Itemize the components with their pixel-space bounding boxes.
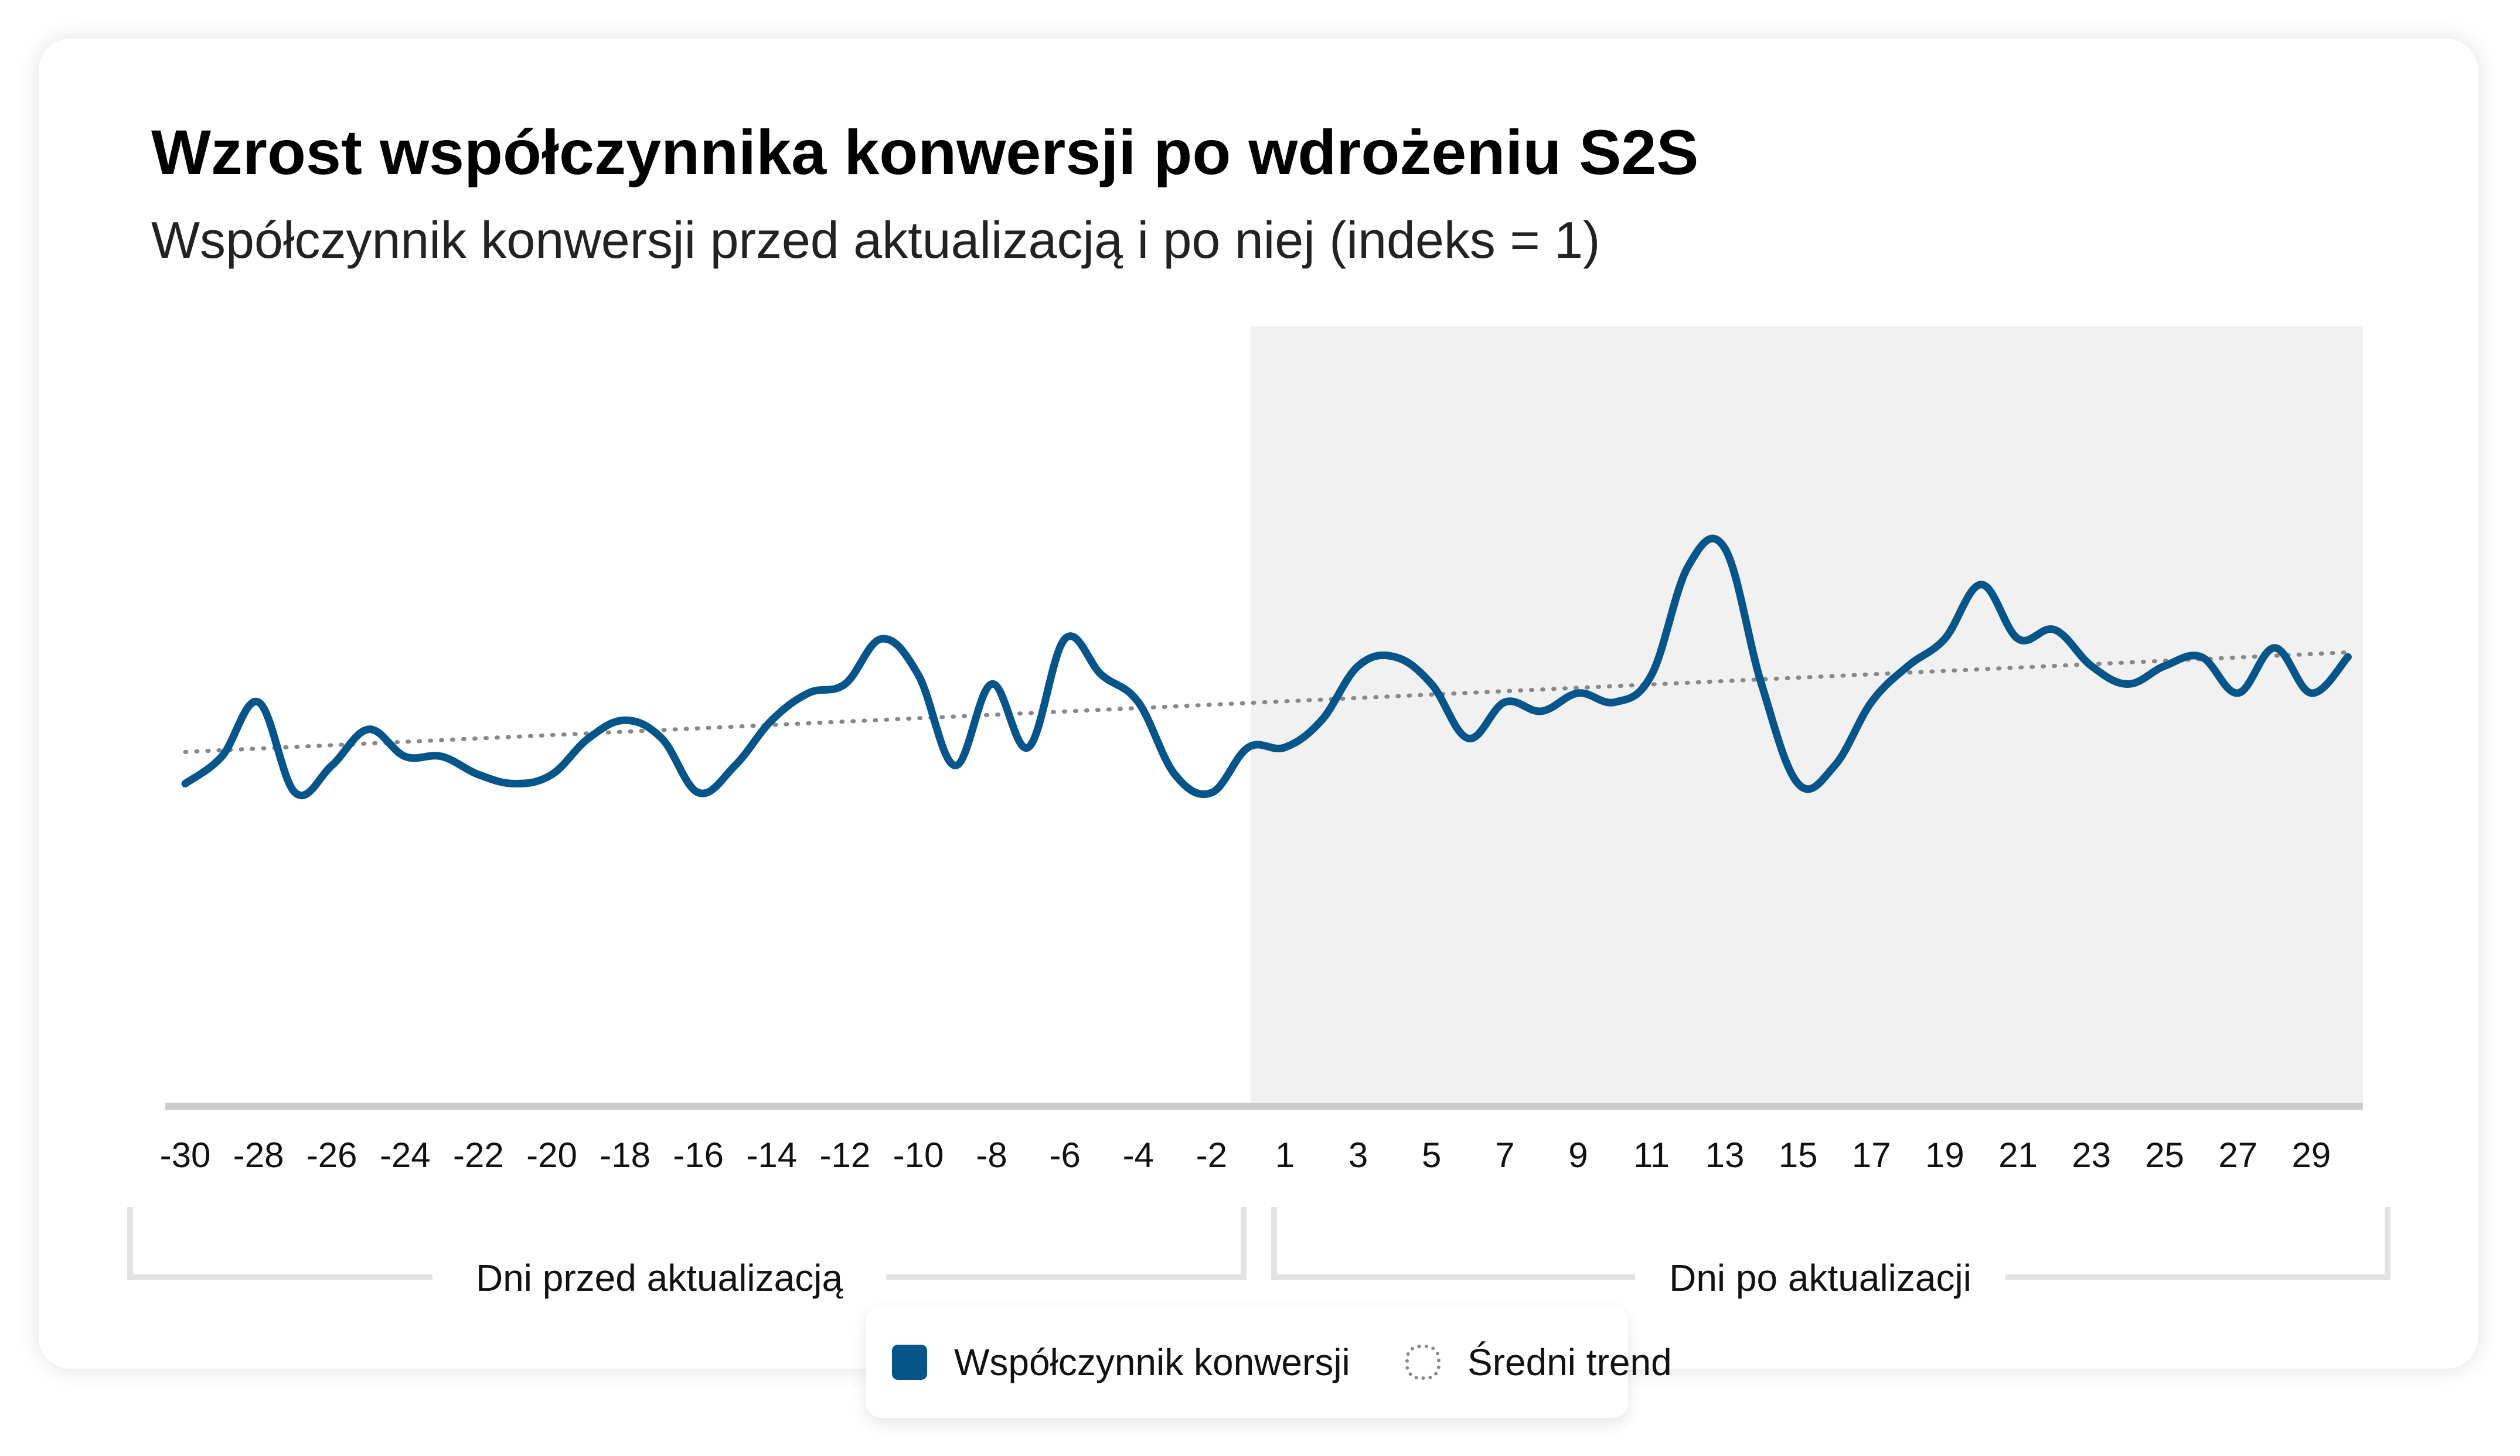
x-tick-label: 29 xyxy=(2292,1136,2331,1175)
x-tick-label: -16 xyxy=(673,1136,724,1175)
legend: Współczynnik konwersji Średni trend xyxy=(866,1307,1672,1418)
x-tick-label: 25 xyxy=(2145,1136,2184,1175)
x-tick-label: 5 xyxy=(1422,1136,1441,1175)
x-tick-label: -28 xyxy=(233,1136,284,1175)
bracket-before-right xyxy=(886,1207,1247,1280)
bracket-after-left xyxy=(1271,1207,1635,1280)
x-tick-label: -24 xyxy=(380,1136,431,1175)
x-tick-label: 15 xyxy=(1779,1136,1818,1175)
x-tick-label: -26 xyxy=(307,1136,357,1175)
x-tick-label: 23 xyxy=(2072,1136,2111,1175)
x-tick-label: -8 xyxy=(976,1136,1007,1175)
before-period-label: Dni przed aktualizacją xyxy=(476,1257,843,1299)
legend-item-conversion: Współczynnik konwersji xyxy=(892,1341,1350,1384)
legend-swatch-conversion xyxy=(892,1345,927,1380)
x-tick-label: 19 xyxy=(1925,1136,1964,1175)
x-tick-label: 11 xyxy=(1633,1136,1670,1175)
x-tick-label: 13 xyxy=(1705,1136,1745,1175)
x-tick-label: 1 xyxy=(1275,1136,1295,1175)
chart-title: Wzrost współczynnika konwersji po wdroże… xyxy=(151,117,1699,187)
x-tick-label: -10 xyxy=(893,1136,944,1175)
x-tick-label: 21 xyxy=(1998,1136,2038,1175)
x-tick-label: -14 xyxy=(746,1136,797,1175)
x-tick-label: -6 xyxy=(1050,1136,1081,1175)
x-tick-label: 27 xyxy=(2218,1136,2257,1175)
legend-label-trend: Średni trend xyxy=(1467,1341,1672,1383)
x-tick-label: -30 xyxy=(160,1136,211,1175)
x-tick-label: 9 xyxy=(1568,1136,1588,1175)
bracket-after-right xyxy=(2005,1207,2390,1280)
x-tick-label: 3 xyxy=(1348,1136,1368,1175)
x-tick-label: -4 xyxy=(1123,1136,1154,1175)
x-tick-labels: -30 -28 -26 -24 -22 -20 -18 -16 -14 -12 -10 -8 -6 -4 -… xyxy=(160,1136,2331,1175)
legend-item-trend: Średni trend xyxy=(1405,1341,1672,1384)
x-tick-label: 7 xyxy=(1495,1136,1514,1175)
period-brackets xyxy=(127,1207,2390,1280)
x-tick-label: -20 xyxy=(526,1136,577,1175)
x-tick-label: -22 xyxy=(453,1136,504,1175)
x-tick-label: 17 xyxy=(1852,1136,1891,1175)
post-update-shaded-region xyxy=(1251,326,2363,1106)
after-period-label: Dni po aktualizacji xyxy=(1669,1257,1971,1299)
legend-swatch-trend xyxy=(1405,1345,1441,1380)
x-tick-label: -18 xyxy=(600,1136,651,1175)
series-line-conversion xyxy=(181,534,2352,799)
x-tick-label: -2 xyxy=(1196,1136,1227,1175)
trend-line xyxy=(183,650,2350,754)
legend-label-conversion: Współczynnik konwersji xyxy=(954,1341,1350,1383)
x-tick-label: -12 xyxy=(820,1136,871,1175)
chart-subtitle: Współczynnik konwersji przed aktualizacj… xyxy=(151,211,1600,269)
bracket-before-left xyxy=(127,1207,433,1280)
